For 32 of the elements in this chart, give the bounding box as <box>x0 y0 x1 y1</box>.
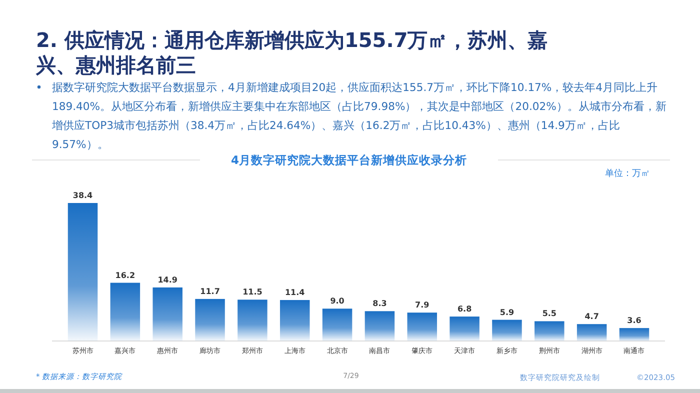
data-label: 6.8 <box>457 304 472 314</box>
chart-title: 2. 供应情况：通用仓库新增供应为155.7万㎡，苏州、嘉兴、惠州排名前三 <box>36 28 549 78</box>
bar <box>492 320 522 341</box>
bar <box>450 316 480 341</box>
bar <box>68 203 98 341</box>
data-label: 8.3 <box>372 299 387 308</box>
bar <box>619 328 650 341</box>
bar <box>407 312 438 341</box>
x-axis-title: 4月数字研究院大数据平台新增供应收录分析 <box>230 153 468 167</box>
data-label: 7.9 <box>415 300 430 310</box>
data-label: 5.5 <box>542 309 557 318</box>
bar <box>280 300 310 341</box>
data-label: 38.4 <box>72 191 94 200</box>
data-label: 11.7 <box>200 286 220 296</box>
data-label: 11.5 <box>242 288 263 297</box>
bar <box>110 282 140 341</box>
data-label: 9.0 <box>330 296 345 306</box>
data-label: 14.9 <box>158 275 178 284</box>
data-label: 5.9 <box>500 308 514 317</box>
data-label: 3.6 <box>627 316 642 326</box>
chart-subtitle: 据数字研究院大数据平台数据显示，4月新增建成项目20起，供应面积达155.7万㎡，环比下降10.17%，较去年4月同比上升189.40%。从地区分布看，新增供应主要集中在东部地区（占比79.98%），其次是中部地区（20.02%）。从城市分布看，新增供应TOP3城市包括苏州（38.4万㎡，占比24.64%）、嘉兴（16.2万㎡，占比10.43%）、惠州（14.9万㎡，占比9.57%）。 <box>52 80 668 153</box>
bar <box>364 311 395 341</box>
bar <box>238 300 268 341</box>
bar <box>195 298 225 341</box>
bar <box>576 324 607 341</box>
bar <box>322 308 352 341</box>
data-label: 11.4 <box>284 288 306 298</box>
bar <box>534 321 564 341</box>
y-axis-title: 单位：万㎡ <box>605 168 650 179</box>
data-label: 16.2 <box>115 270 136 280</box>
bar <box>152 287 182 341</box>
data-label: 4.7 <box>584 312 599 322</box>
